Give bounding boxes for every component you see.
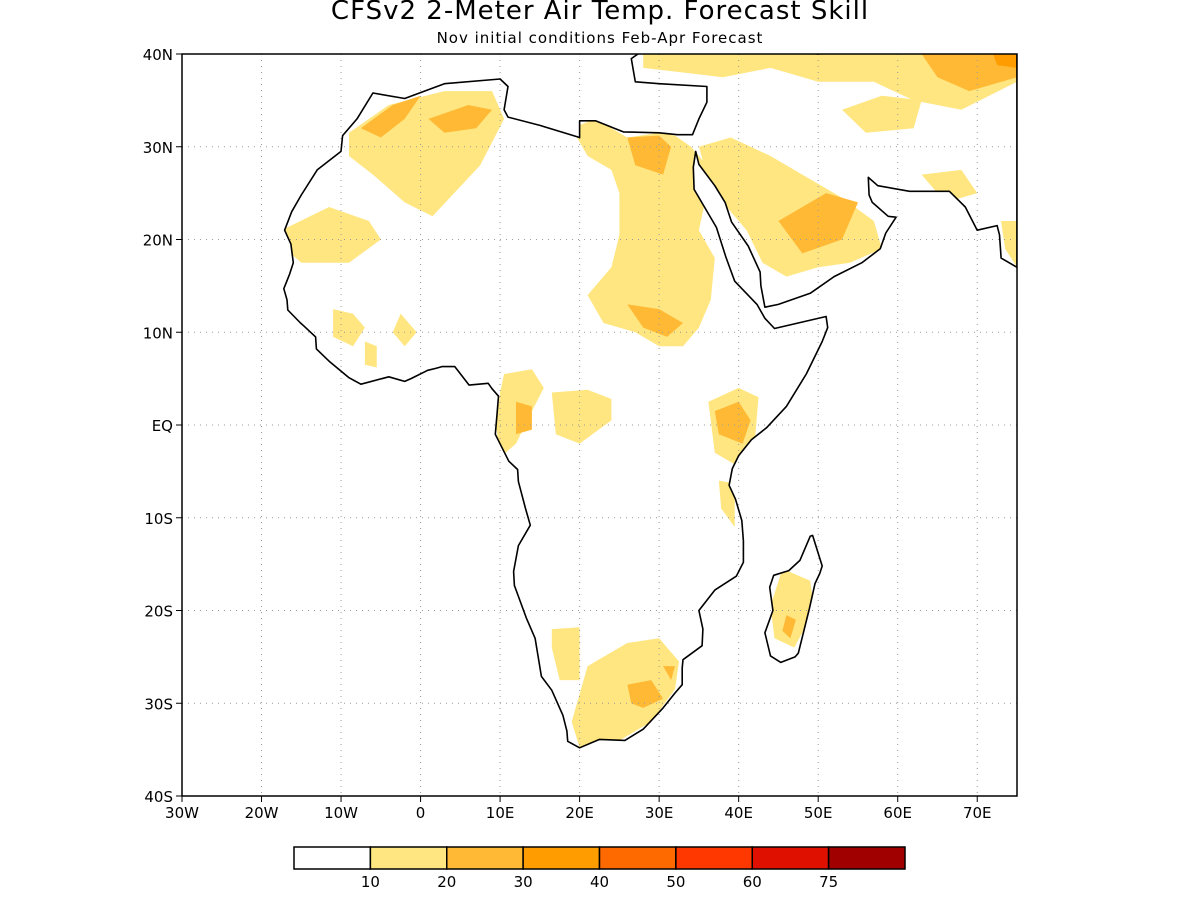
skill-region — [778, 193, 858, 254]
coastline — [764, 534, 823, 664]
y-tick-label: EQ — [152, 417, 173, 435]
y-tick-label: 30N — [143, 139, 173, 157]
y-tick-label: 30S — [144, 695, 173, 713]
legend-swatch — [675, 846, 753, 870]
legend-swatch — [446, 846, 524, 870]
color-legend: 10 20 30 40 50 60 75 — [293, 846, 906, 891]
legend-label: 10 — [361, 873, 380, 891]
x-tick-label: 30W — [165, 804, 199, 822]
legend-swatch — [751, 846, 830, 870]
skill-region — [283, 207, 381, 263]
legend-label: 60 — [743, 873, 762, 891]
skill-region — [516, 401, 532, 435]
y-tick-label: 20N — [143, 232, 173, 250]
skill-region — [428, 105, 493, 133]
skill-region — [627, 304, 683, 337]
map-subtitle: Nov initial conditions Feb-Apr Forecast — [436, 29, 764, 47]
x-tick-label: 20W — [245, 804, 279, 822]
skill-region — [718, 480, 735, 527]
skill-region — [993, 54, 1017, 68]
skill-region — [714, 401, 751, 444]
skill-region — [663, 666, 675, 681]
skill-region — [842, 95, 922, 133]
legend-swatch — [293, 846, 372, 870]
x-tick-label: 20E — [565, 804, 594, 822]
skill-region — [551, 389, 612, 444]
legend-swatch — [369, 846, 448, 870]
x-tick-label: 60E — [883, 804, 912, 822]
skill-region — [770, 568, 815, 648]
skill-region — [921, 169, 978, 203]
skill-region — [921, 54, 1017, 92]
x-tick-label: 10W — [324, 804, 358, 822]
x-tick-label: 70E — [963, 804, 992, 822]
legend-label: 20 — [437, 873, 456, 891]
skill-region — [643, 54, 1017, 110]
map-title: CFSv2 2-Meter Air Temp. Forecast Skill — [330, 0, 870, 26]
x-tick-label: 10E — [486, 804, 515, 822]
legend-label: 75 — [819, 873, 838, 891]
y-tick-label: 20S — [144, 603, 173, 621]
legend-swatch — [598, 846, 677, 870]
legend-label: 40 — [590, 873, 609, 891]
skill-region — [392, 313, 417, 347]
legend-swatch — [827, 846, 906, 870]
x-tick-label: 30E — [645, 804, 674, 822]
y-tick-label: 40N — [143, 46, 173, 64]
skill-region — [360, 95, 421, 138]
y-tick-label: 10N — [143, 324, 173, 342]
y-tick-label: 10S — [144, 510, 173, 528]
y-tick-label: 40S — [144, 788, 173, 806]
legend-swatch — [522, 846, 601, 870]
x-tick-label: 40E — [724, 804, 753, 822]
lat-lon-grid — [182, 54, 1017, 796]
legend-label: 30 — [514, 873, 533, 891]
skill-region — [698, 137, 882, 277]
skill-region — [551, 627, 580, 681]
skill-region — [1001, 221, 1017, 268]
x-tick-label: 0 — [416, 804, 426, 822]
coastline — [283, 54, 1017, 749]
skill-shading-layer — [283, 54, 1017, 748]
legend-label: 50 — [666, 873, 685, 891]
skill-region — [364, 341, 377, 368]
skill-region — [782, 615, 796, 639]
x-tick-label: 50E — [804, 804, 833, 822]
coastline-layer — [283, 54, 1017, 749]
skill-region — [627, 680, 664, 708]
axis-ticks: 30W 20W 10W 0 10E 20E 30E 40E 50E 60E 70E 40N 30N 20N… — [143, 46, 992, 822]
skill-region — [627, 135, 672, 175]
skill-region — [571, 118, 715, 347]
